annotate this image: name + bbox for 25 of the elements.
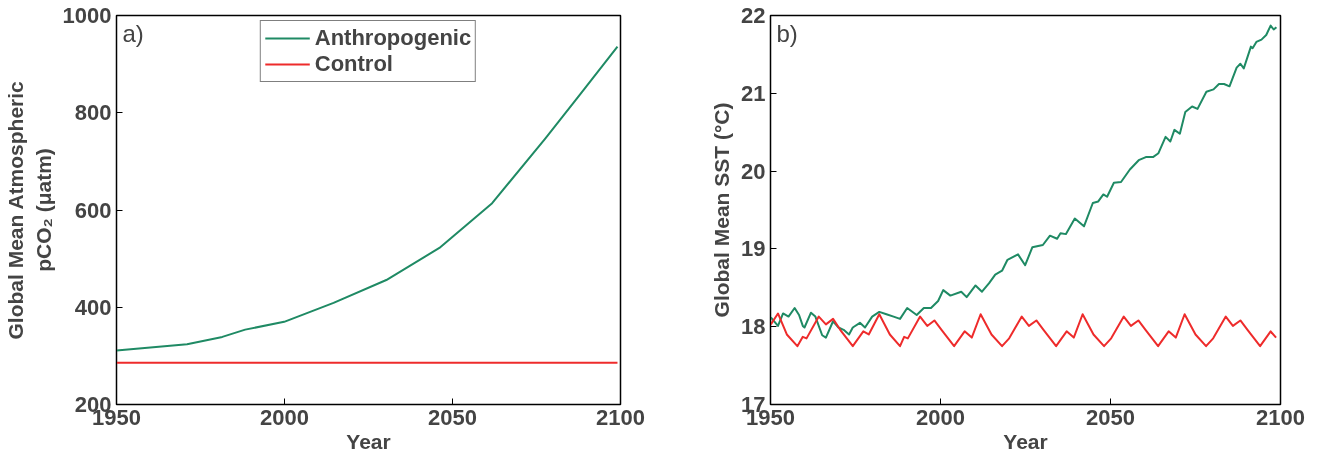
y-tick-label: 1000 <box>62 3 112 28</box>
y-tick-label: 19 <box>741 236 766 262</box>
x-axis-title: Year <box>346 429 391 453</box>
legend-label: Anthropogenic <box>314 25 472 51</box>
x-tick-label: 2000 <box>260 404 309 430</box>
x-tick-label: 2000 <box>916 404 965 430</box>
y-tick-label: 400 <box>74 294 112 320</box>
y-axis-title: Global Mean SST (°C) <box>710 102 734 318</box>
y-tick-label: 21 <box>741 80 766 106</box>
x-tick-label: 2100 <box>596 404 645 430</box>
x-tick-label: 2050 <box>1086 404 1135 430</box>
annotation: b) <box>776 19 798 47</box>
line-series <box>770 24 1278 339</box>
y-tick-label: 22 <box>741 3 766 28</box>
y-tick-label: 18 <box>741 314 766 340</box>
x-tick-label: 2050 <box>428 404 477 430</box>
legend-label: Control <box>314 51 393 77</box>
annotation: a) <box>122 19 144 47</box>
y-tick-label: 600 <box>74 197 112 223</box>
y-tick-label: 800 <box>74 100 112 126</box>
x-axis-title: Year <box>1003 429 1048 453</box>
line-series <box>770 312 1278 348</box>
x-tick-label: 2100 <box>1256 404 1305 430</box>
y-axis-title: Global Mean Atmospheric pCO₂ (μatm) <box>3 80 55 340</box>
y-tick-label: 20 <box>741 158 766 184</box>
